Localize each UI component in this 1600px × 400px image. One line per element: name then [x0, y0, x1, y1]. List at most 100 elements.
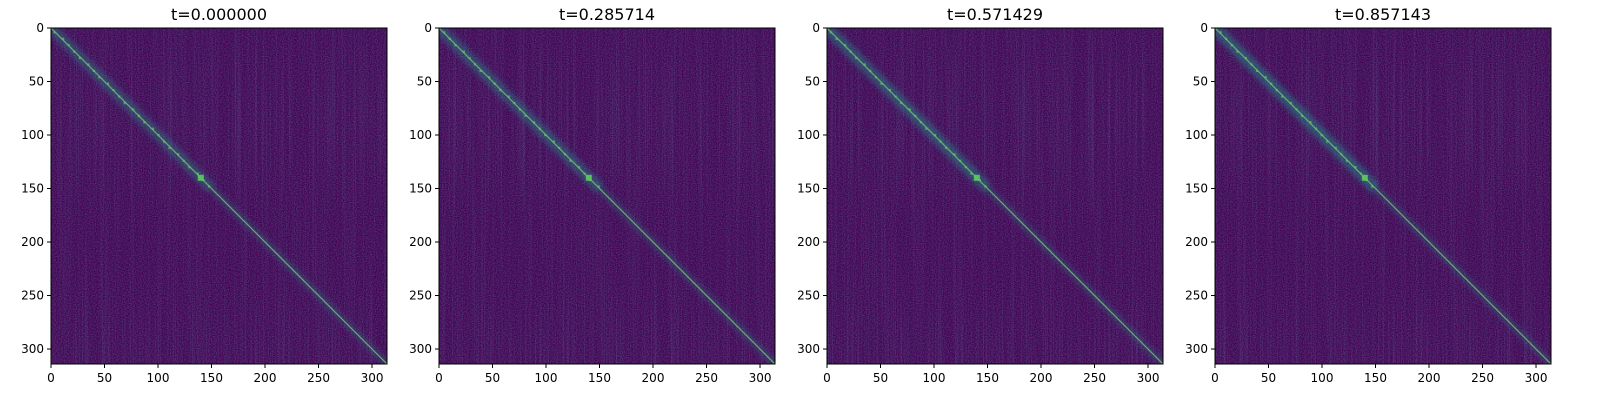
y-tick-label: 150 [797, 182, 820, 196]
heatmap-diagonal-speckle [1371, 185, 1374, 188]
heatmap-diagonal-speckle [157, 134, 160, 137]
heatmap-diagonal-speckle [1255, 69, 1259, 73]
panel-title: t=0.571429 [947, 5, 1043, 24]
heatmap-diagonal-speckle [869, 69, 872, 73]
y-tick-label: 300 [21, 342, 44, 356]
heatmap-diagonal-speckle [1354, 166, 1357, 169]
y-tick-label: 50 [1193, 75, 1208, 89]
heatmap-diagonal-speckle [569, 159, 572, 162]
heatmap-image [439, 28, 775, 364]
heatmap-diagonal-speckle [454, 44, 457, 47]
y-tick-label: 300 [797, 342, 820, 356]
x-tick-label: 150 [976, 371, 999, 385]
heatmap-diagonal-speckle [182, 159, 185, 162]
heatmap-diagonal-speckle [507, 95, 510, 98]
y-tick-label: 250 [1185, 289, 1208, 303]
y-tick-label: 250 [409, 289, 432, 303]
x-tick-label: 300 [749, 371, 772, 385]
heatmap-diagonal-speckle [67, 44, 70, 47]
heatmap-diagonal-speckle [524, 114, 527, 117]
heatmap-diagonal-speckle [1275, 89, 1278, 92]
heatmap-diagonal-speckle [78, 56, 81, 60]
panel-title: t=0.857143 [1335, 5, 1431, 24]
heatmap-diagonal-speckle [462, 50, 466, 53]
x-tick-label: 0 [1211, 371, 1219, 385]
heatmap-diagonal-speckle [1270, 82, 1273, 85]
heatmap-diagonal-speckle [888, 89, 892, 92]
axes-frame [1214, 27, 1552, 365]
x-tick-label: 100 [147, 371, 170, 385]
heatmap-diagonal-speckle [919, 121, 922, 124]
heatmap-diagonal-speckle [92, 69, 96, 73]
heatmap-diagonal-speckle [112, 89, 115, 92]
heatmap-diagonal-speckle [597, 185, 600, 188]
x-tick-label: 0 [47, 371, 55, 385]
heatmap-diagonal-speckle [1300, 114, 1304, 117]
heatmap-diagonal-speckle [944, 146, 948, 150]
x-tick-label: 100 [535, 371, 558, 385]
heatmap-diagonal-speckle [970, 172, 973, 175]
x-tick-label: 50 [97, 371, 112, 385]
heatmap-diagonal-speckle [1236, 50, 1239, 53]
x-tick-label: 250 [1083, 371, 1106, 385]
heatmap-diagonal-speckle [577, 166, 581, 169]
x-tick-label: 150 [1364, 371, 1387, 385]
x-tick-label: 50 [873, 371, 888, 385]
heatmap-diagonal-speckle [880, 82, 883, 85]
x-tick-label: 50 [1261, 371, 1276, 385]
heatmap-diagonal-speckle [953, 153, 956, 156]
y-tick-label: 200 [797, 235, 820, 249]
y-tick-label: 100 [21, 128, 44, 142]
heatmap-diagonal-speckle [513, 101, 516, 105]
x-tick-label: 100 [1311, 371, 1334, 385]
y-tick-label: 200 [1185, 235, 1208, 249]
x-tick-label: 200 [1030, 371, 1053, 385]
heatmap-diagonal-speckle [168, 146, 171, 150]
y-tick-label: 50 [805, 75, 820, 89]
heatmap-diagonal-speckle [123, 101, 126, 105]
heatmap-diagonal-speckle [118, 95, 121, 98]
heatmap-diagonal-speckle [964, 166, 967, 169]
heatmap-panel-1: t=0.000000 0 50 100 150 200 250 300 0 50 100 150 20… [21, 5, 388, 385]
x-tick-label: 0 [823, 371, 831, 385]
y-tick-label: 250 [797, 289, 820, 303]
panel-title: t=0.000000 [171, 5, 267, 24]
heatmap-diagonal-speckle [132, 108, 135, 111]
heatmap-panel-3: t=0.571429 0 50 100 150 200 250 300 0 50 100 150 20… [797, 5, 1164, 385]
y-tick-label: 300 [1185, 342, 1208, 356]
heatmap-diagonal-speckle [468, 56, 471, 60]
heatmap-diagonal [827, 28, 1163, 364]
heatmap-image [51, 28, 387, 364]
y-tick-label: 250 [21, 289, 44, 303]
heatmap-diagonal-speckle [61, 37, 65, 40]
heatmap-diagonal-speckle [558, 146, 561, 150]
heatmap-diagonal-speckle [196, 172, 200, 175]
x-tick-label: 250 [1471, 371, 1494, 385]
heatmap-diagonal-speckle [894, 95, 897, 98]
heatmap-diagonal-speckle [933, 134, 937, 137]
x-tick-label: 50 [485, 371, 500, 385]
heatmap-diagonal-speckle [855, 56, 858, 60]
x-tick-label: 300 [1137, 371, 1160, 385]
heatmap-diagonal-speckle [443, 31, 446, 34]
heatmap-diagonal-speckle [1315, 127, 1318, 130]
y-tick-label: 0 [1200, 21, 1208, 35]
heatmap-diagonal-speckle [1219, 31, 1222, 34]
heatmap-diagonal-speckle [499, 89, 502, 92]
heatmap-diagonal-speckle [843, 44, 847, 47]
heatmap-diagonal-speckle [552, 140, 555, 143]
axes-frame [826, 27, 1164, 365]
heatmap-diagonal-speckle [538, 127, 541, 130]
heatmap-diagonal-speckle [978, 178, 982, 182]
heatmap-diagonal-speckle [1326, 140, 1329, 143]
heatmap-diagonal-speckle [544, 134, 547, 137]
x-tick-label: 200 [642, 371, 665, 385]
x-tick-label: 200 [254, 371, 277, 385]
y-tick-label: 200 [21, 235, 44, 249]
heatmap-diagonal-speckle [1244, 56, 1248, 60]
x-tick-label: 300 [1525, 371, 1548, 385]
y-tick-label: 200 [409, 235, 432, 249]
x-tick-label: 200 [1418, 371, 1441, 385]
x-tick-label: 250 [307, 371, 330, 385]
x-tick-label: 300 [361, 371, 384, 385]
